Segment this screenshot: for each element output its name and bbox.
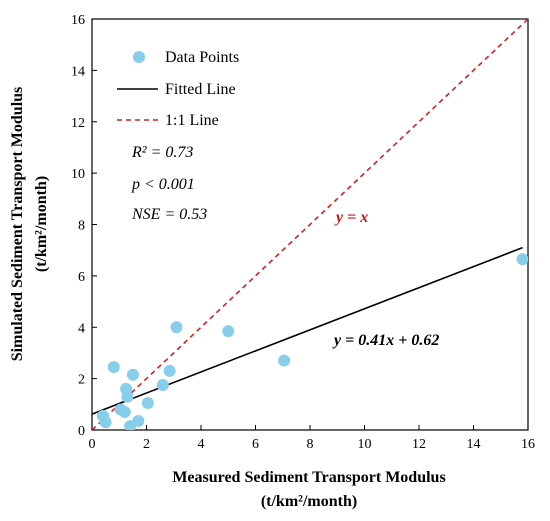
x-tick-label: 10 xyxy=(358,437,372,452)
legend-label-identity-line: 1:1 Line xyxy=(165,112,219,129)
legend-label-data-points: Data Points xyxy=(165,49,239,66)
x-tick-label: 2 xyxy=(143,437,150,452)
fit-equation-label: y = 0.41x + 0.62 xyxy=(332,332,439,349)
y-axis-title-line1: Simulated Sediment Transport Modulus xyxy=(9,87,26,362)
x-axis-title-line2: (t/km²/month) xyxy=(261,493,357,510)
y-tick-label: 16 xyxy=(71,13,85,28)
data-point xyxy=(141,397,154,410)
data-point xyxy=(156,379,169,392)
y-axis-ticks: 0 2 4 6 8 10 12 14 16 xyxy=(71,13,97,439)
data-point xyxy=(222,325,235,338)
identity-line-label: y = x xyxy=(334,209,368,226)
data-point xyxy=(163,364,176,377)
y-tick-label: 4 xyxy=(78,321,85,336)
stat-nse: NSE = 0.53 xyxy=(131,206,207,223)
x-axis-title-line1: Measured Sediment Transport Modulus xyxy=(172,469,445,486)
y-tick-label: 6 xyxy=(78,270,85,285)
data-point xyxy=(516,253,528,266)
data-point xyxy=(132,415,145,428)
x-tick-label: 8 xyxy=(307,437,314,452)
data-point xyxy=(121,390,134,403)
data-point xyxy=(126,368,139,381)
y-tick-label: 10 xyxy=(71,167,85,182)
y-tick-label: 2 xyxy=(78,373,85,388)
data-point xyxy=(118,406,131,419)
x-axis-ticks: 0 2 4 6 8 10 12 14 16 xyxy=(89,425,535,452)
x-tick-label: 12 xyxy=(412,437,426,452)
data-point xyxy=(278,354,291,367)
y-tick-label: 8 xyxy=(78,219,85,234)
x-tick-label: 6 xyxy=(252,437,259,452)
legend-label-fitted-line: Fitted Line xyxy=(165,81,236,98)
stat-r-squared: R² = 0.73 xyxy=(131,144,193,161)
y-axis-title-line2: (t/km²/month) xyxy=(33,176,50,272)
y-tick-label: 14 xyxy=(71,64,85,79)
data-point xyxy=(99,416,112,429)
stat-p-value: p < 0.001 xyxy=(131,176,195,193)
identity-line xyxy=(92,19,528,430)
x-tick-label: 4 xyxy=(198,437,205,452)
x-tick-label: 16 xyxy=(521,437,535,452)
y-tick-label: 12 xyxy=(71,116,85,131)
data-point xyxy=(170,321,183,334)
x-tick-label: 14 xyxy=(467,437,481,452)
legend: Data Points Fitted Line 1:1 Line xyxy=(117,49,239,129)
y-tick-label: 0 xyxy=(78,424,85,439)
data-point xyxy=(107,361,120,374)
data-points xyxy=(96,253,528,430)
fitted-line xyxy=(92,246,523,415)
legend-marker-data-points xyxy=(133,51,145,63)
x-tick-label: 0 xyxy=(89,437,96,452)
